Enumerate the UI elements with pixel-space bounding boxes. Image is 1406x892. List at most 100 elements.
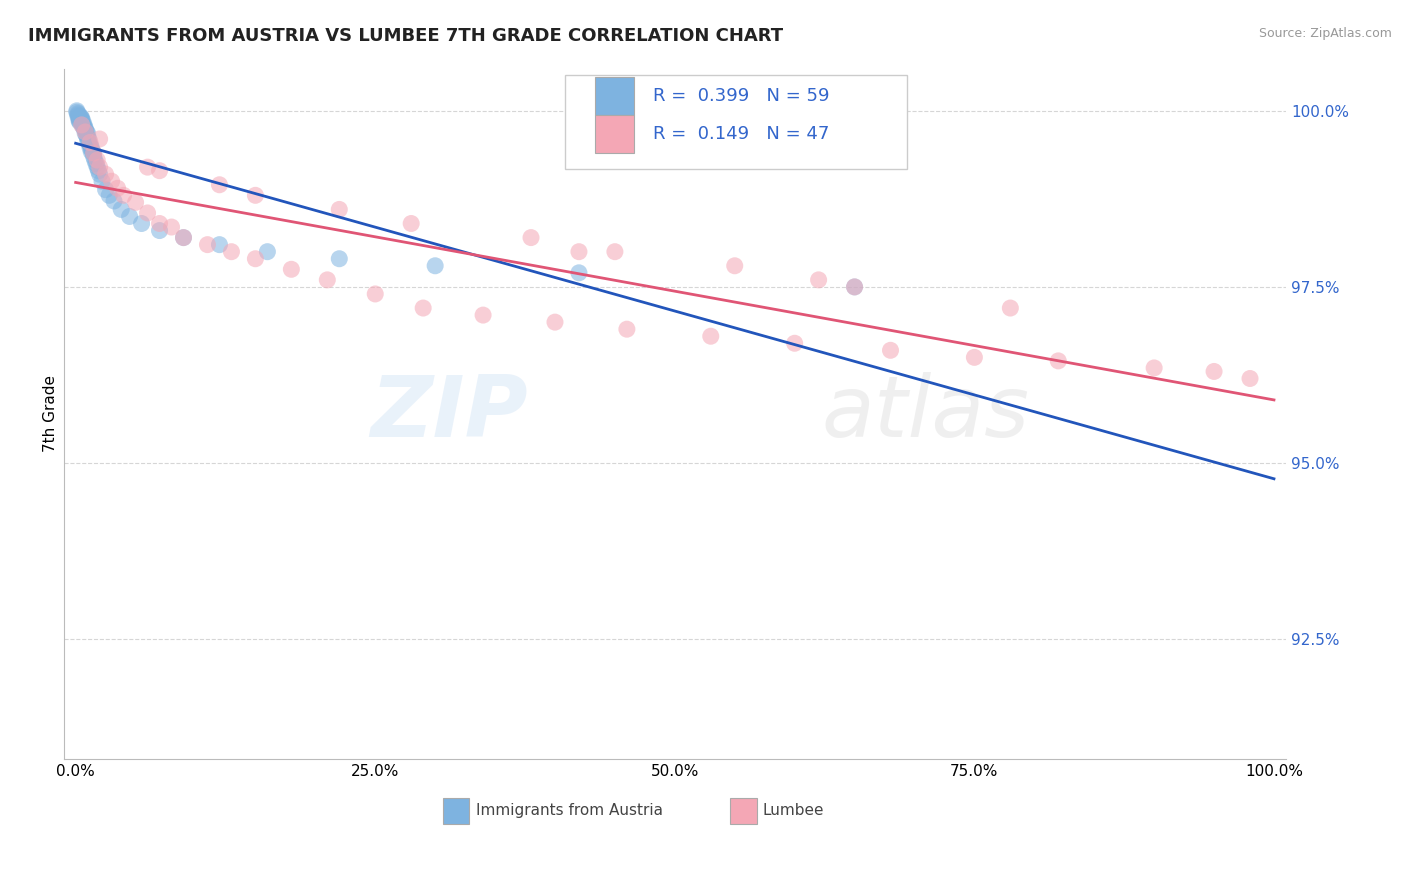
Point bbox=[75, 123, 97, 137]
Point bbox=[256, 244, 278, 259]
Point bbox=[963, 351, 986, 365]
Point bbox=[76, 133, 98, 147]
Point bbox=[83, 153, 105, 167]
Point bbox=[208, 178, 231, 192]
Point bbox=[98, 188, 121, 202]
Point bbox=[112, 188, 135, 202]
Point bbox=[118, 210, 141, 224]
Point bbox=[79, 137, 101, 152]
Point bbox=[83, 146, 105, 161]
Point bbox=[208, 237, 231, 252]
Bar bbox=[443, 797, 470, 824]
Point bbox=[82, 145, 104, 159]
Point bbox=[160, 220, 183, 235]
Point bbox=[724, 259, 747, 273]
Text: R =  0.149   N = 47: R = 0.149 N = 47 bbox=[652, 126, 830, 144]
Point bbox=[67, 106, 90, 120]
Point bbox=[87, 163, 110, 178]
Point bbox=[75, 128, 97, 143]
Point bbox=[80, 145, 103, 159]
Point bbox=[148, 217, 170, 231]
Point bbox=[568, 244, 591, 259]
Point bbox=[73, 121, 96, 136]
Point bbox=[412, 301, 434, 315]
Point bbox=[67, 110, 90, 124]
Point bbox=[603, 244, 626, 259]
Point bbox=[75, 125, 97, 139]
Point bbox=[91, 174, 114, 188]
Point bbox=[100, 174, 122, 188]
Point bbox=[148, 223, 170, 237]
Point bbox=[364, 287, 387, 301]
Point bbox=[1239, 371, 1261, 385]
Point bbox=[79, 140, 101, 154]
Point bbox=[70, 112, 93, 127]
Point bbox=[86, 160, 108, 174]
Point bbox=[520, 230, 543, 244]
Point bbox=[72, 118, 94, 132]
Point bbox=[70, 111, 93, 125]
Point bbox=[73, 118, 96, 132]
Point bbox=[328, 252, 350, 266]
Point bbox=[67, 112, 90, 127]
Point bbox=[399, 217, 422, 231]
Point bbox=[221, 244, 243, 259]
Point bbox=[136, 206, 159, 220]
Point bbox=[423, 259, 446, 273]
Text: Immigrants from Austria: Immigrants from Austria bbox=[475, 803, 662, 818]
Point bbox=[280, 262, 302, 277]
Point bbox=[66, 105, 89, 120]
Point bbox=[94, 167, 117, 181]
Point bbox=[807, 273, 830, 287]
Point bbox=[245, 252, 267, 266]
Point bbox=[94, 183, 117, 197]
Point bbox=[124, 195, 146, 210]
Point bbox=[86, 153, 108, 167]
Point bbox=[70, 118, 93, 132]
Point bbox=[316, 273, 339, 287]
Text: Source: ZipAtlas.com: Source: ZipAtlas.com bbox=[1258, 27, 1392, 40]
Bar bbox=[595, 77, 634, 115]
Text: ZIP: ZIP bbox=[371, 372, 529, 455]
Point bbox=[173, 230, 195, 244]
Point bbox=[83, 146, 105, 161]
Point bbox=[245, 188, 267, 202]
Point bbox=[89, 167, 111, 181]
Point bbox=[148, 163, 170, 178]
Point bbox=[67, 111, 90, 125]
Point bbox=[544, 315, 567, 329]
Point bbox=[77, 132, 100, 146]
Point bbox=[69, 110, 91, 124]
Point bbox=[80, 140, 103, 154]
Point bbox=[76, 130, 98, 145]
Point bbox=[79, 136, 101, 150]
Point bbox=[328, 202, 350, 217]
Point bbox=[75, 126, 97, 140]
Text: Lumbee: Lumbee bbox=[763, 803, 824, 818]
Point bbox=[72, 114, 94, 128]
Point bbox=[197, 237, 219, 252]
Point bbox=[67, 108, 90, 122]
Text: R =  0.399   N = 59: R = 0.399 N = 59 bbox=[652, 87, 830, 105]
Point bbox=[103, 194, 125, 208]
Point bbox=[67, 113, 90, 128]
Point bbox=[783, 336, 806, 351]
Point bbox=[89, 132, 111, 146]
Text: IMMIGRANTS FROM AUSTRIA VS LUMBEE 7TH GRADE CORRELATION CHART: IMMIGRANTS FROM AUSTRIA VS LUMBEE 7TH GR… bbox=[28, 27, 783, 45]
Point bbox=[75, 121, 97, 136]
Point bbox=[700, 329, 723, 343]
Point bbox=[879, 343, 901, 358]
Point bbox=[69, 112, 91, 127]
Point bbox=[844, 280, 866, 294]
Point bbox=[75, 125, 97, 139]
Point bbox=[83, 150, 105, 164]
Point bbox=[1000, 301, 1022, 315]
Point bbox=[1202, 364, 1225, 378]
Point bbox=[73, 120, 96, 134]
Point bbox=[472, 308, 495, 322]
Point bbox=[89, 160, 111, 174]
Point bbox=[131, 217, 153, 231]
Point bbox=[616, 322, 638, 336]
Point bbox=[844, 280, 866, 294]
Point bbox=[76, 126, 98, 140]
